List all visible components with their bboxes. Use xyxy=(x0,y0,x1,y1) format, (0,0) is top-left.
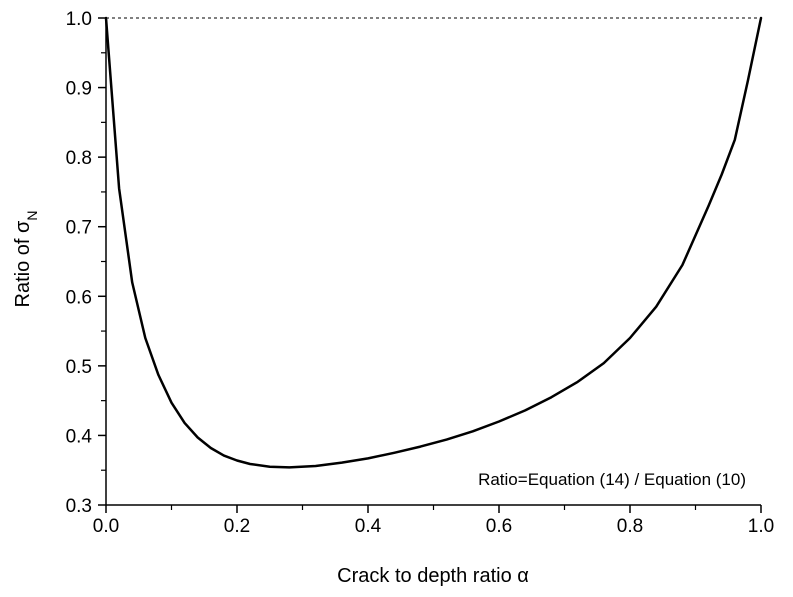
y-tick-label: 0.7 xyxy=(66,218,92,239)
y-tick-label: 0.8 xyxy=(66,148,92,169)
plot-area: 0.0 0.2 0.4 0.6 0.8 1.0 0.3 0.4 0.5 0.6 0.7 0.8 0.9 1… xyxy=(66,9,775,537)
y-tick-label: 0.9 xyxy=(66,79,92,100)
y-tick-label: 1.0 xyxy=(66,9,92,30)
chart-annotation: Ratio=Equation (14) / Equation (10) xyxy=(478,470,746,489)
y-axis-title: Ratio of σN xyxy=(12,211,40,308)
y-tick-label: 0.5 xyxy=(66,357,92,378)
y-tick-label: 0.3 xyxy=(66,496,92,517)
x-tick-label: 0.4 xyxy=(355,516,382,537)
series-line xyxy=(104,16,763,469)
x-axis-title: Crack to depth ratio α xyxy=(337,565,529,587)
y-axis-title-main: Ratio of σ xyxy=(12,220,34,307)
x-tick-label: 0.0 xyxy=(93,516,119,537)
x-tick-label: 1.0 xyxy=(748,516,774,537)
y-tick-label: 0.6 xyxy=(66,287,92,308)
x-tick-label: 0.8 xyxy=(617,516,643,537)
x-tick-label: 0.2 xyxy=(224,516,250,537)
x-tick-label: 0.6 xyxy=(486,516,512,537)
y-axis-title-subscript: N xyxy=(24,211,40,221)
y-tick-label: 0.4 xyxy=(66,426,93,447)
